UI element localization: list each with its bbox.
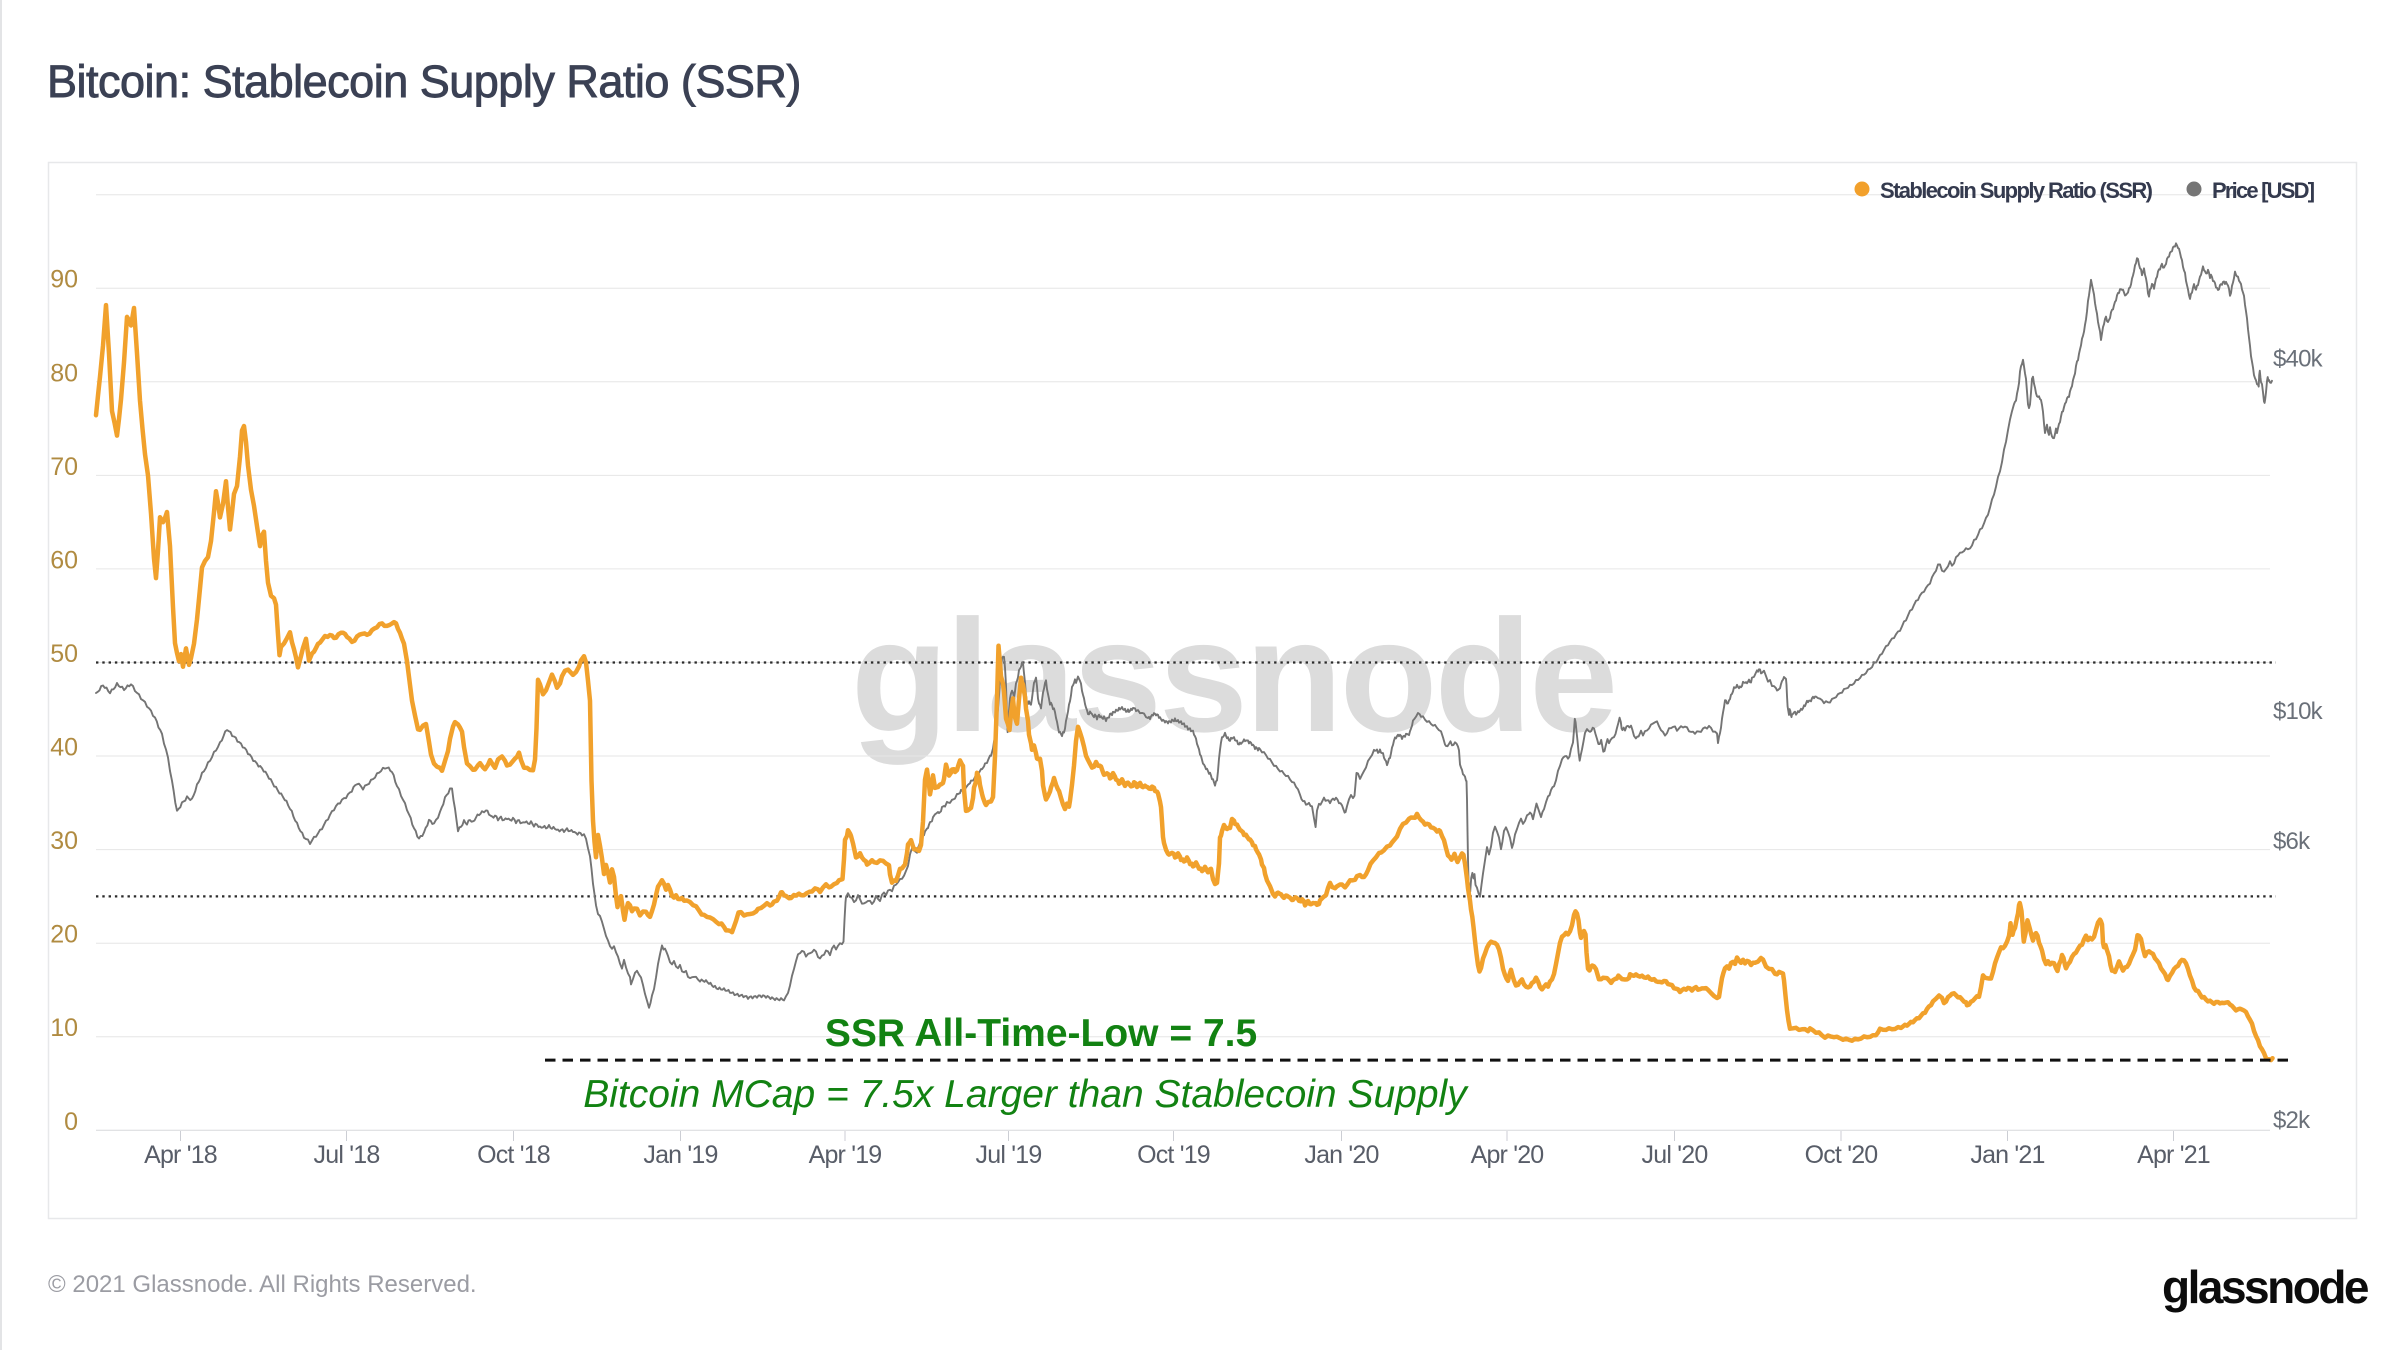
svg-text:Jul '20: Jul '20 <box>1642 1141 1708 1169</box>
svg-text:Price [USD]: Price [USD] <box>2212 178 2315 203</box>
svg-text:90: 90 <box>50 266 78 294</box>
svg-text:glassnode: glassnode <box>851 586 1615 765</box>
svg-text:glassnode: glassnode <box>2162 1261 2369 1313</box>
svg-text:Bitcoin MCap = 7.5x Larger tha: Bitcoin MCap = 7.5x Larger than Stableco… <box>583 1073 1469 1116</box>
svg-text:Apr '21: Apr '21 <box>2137 1141 2210 1169</box>
svg-text:© 2021 Glassnode. All Rights R: © 2021 Glassnode. All Rights Reserved. <box>48 1271 477 1298</box>
svg-text:40: 40 <box>50 734 78 762</box>
svg-text:Jan '21: Jan '21 <box>1970 1141 2044 1169</box>
svg-text:70: 70 <box>50 453 78 481</box>
svg-text:0: 0 <box>64 1108 78 1136</box>
svg-text:Apr '18: Apr '18 <box>144 1141 217 1169</box>
svg-text:$10k: $10k <box>2273 698 2324 725</box>
svg-text:Apr '20: Apr '20 <box>1471 1141 1544 1169</box>
svg-text:30: 30 <box>50 827 78 855</box>
svg-text:Oct '18: Oct '18 <box>477 1141 550 1169</box>
svg-text:$6k: $6k <box>2273 828 2311 855</box>
svg-text:50: 50 <box>50 640 78 668</box>
svg-text:$2k: $2k <box>2273 1107 2311 1134</box>
svg-text:60: 60 <box>50 546 78 574</box>
svg-text:10: 10 <box>50 1014 78 1042</box>
svg-text:Jan '19: Jan '19 <box>643 1141 717 1169</box>
svg-text:SSR All-Time-Low = 7.5: SSR All-Time-Low = 7.5 <box>825 1012 1257 1055</box>
svg-text:Oct '20: Oct '20 <box>1805 1141 1878 1169</box>
svg-text:Jan '20: Jan '20 <box>1304 1141 1378 1169</box>
svg-text:Stablecoin Supply Ratio (SSR): Stablecoin Supply Ratio (SSR) <box>1880 178 2153 203</box>
svg-text:Oct '19: Oct '19 <box>1137 1141 1210 1169</box>
svg-text:Bitcoin: Stablecoin Supply Rat: Bitcoin: Stablecoin Supply Ratio (SSR) <box>47 56 801 107</box>
svg-text:Jul '19: Jul '19 <box>976 1141 1042 1169</box>
svg-text:$40k: $40k <box>2273 346 2324 373</box>
svg-text:20: 20 <box>50 921 78 949</box>
svg-text:80: 80 <box>50 359 78 387</box>
svg-text:Jul '18: Jul '18 <box>314 1141 380 1169</box>
svg-text:Apr '19: Apr '19 <box>809 1141 882 1169</box>
